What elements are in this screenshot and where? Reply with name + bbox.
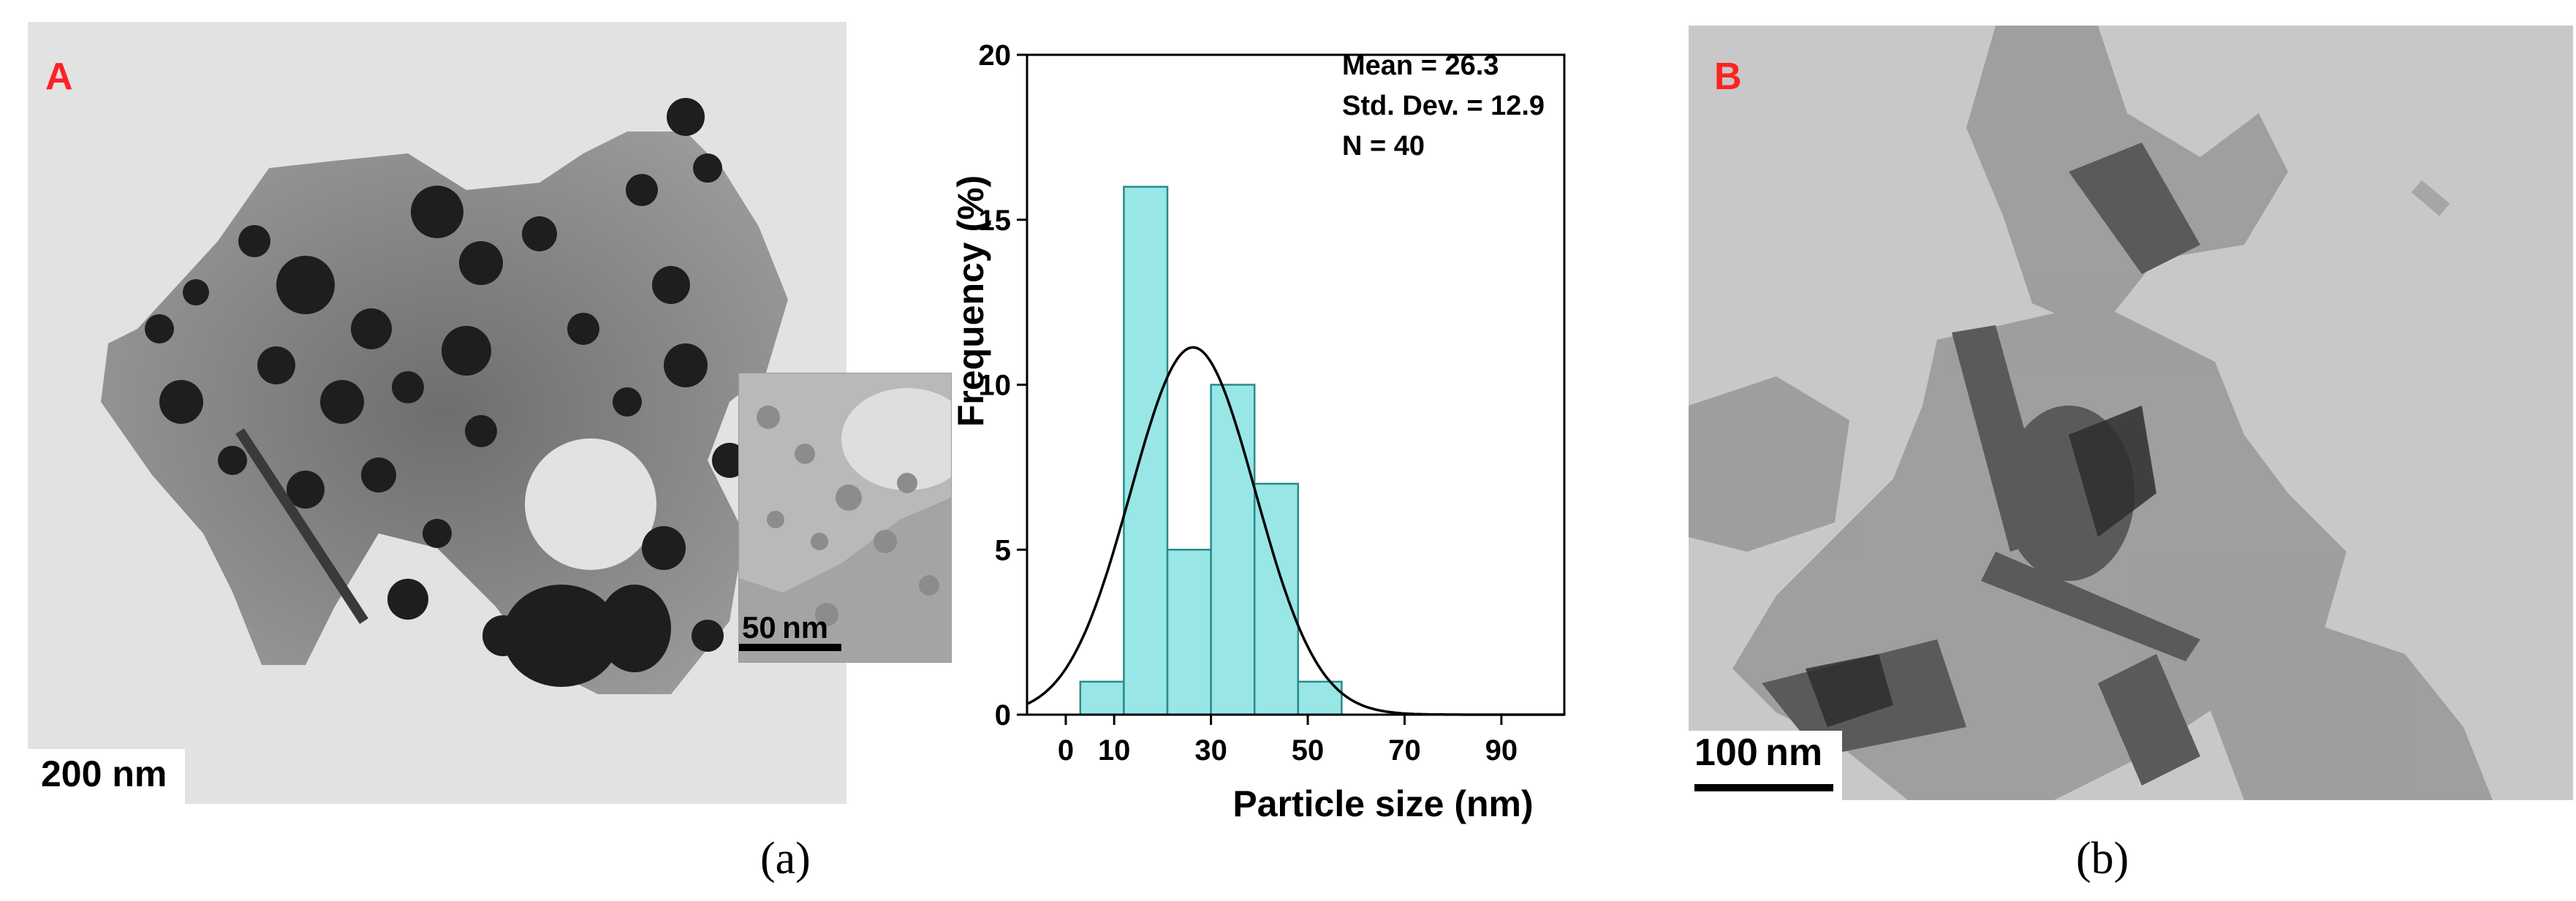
x-tick-label: 30 [1194,734,1227,767]
stats-annotation: Mean = 26.3 [1342,50,1499,81]
y-tick-label: 10 [979,370,1012,402]
x-axis-label: Particle size (nm) [1232,783,1533,824]
panel-label-b: B [1714,56,1742,98]
stats-annotation: N = 40 [1342,131,1425,161]
histogram-bar [1210,384,1256,716]
tem-image-a [28,22,846,804]
scale-bar-label-a: 200 nm [41,753,167,794]
histogram-svg: 0 5 10 15 20 0 10 30 50 70 90 Frequency (%) Partic… [950,39,1566,824]
histogram-chart: 0 5 10 15 20 0 10 30 50 70 90 Frequency (%) Partic… [950,15,1594,833]
caption-b: (b) [2076,834,2129,883]
y-axis-label: Frequency (%) [950,175,991,427]
histogram-bar [1166,549,1212,716]
inset-scale-bar [739,644,841,651]
y-tick-label: 15 [979,205,1012,237]
x-tick-label: 10 [1098,734,1131,767]
panel-label-a: A [45,56,73,98]
nanoparticles [145,98,747,687]
scale-bar-label-b: 100 nm [1694,731,1823,774]
y-tick-label: 20 [979,39,1012,72]
scale-bar-box-a [28,749,185,804]
caption-a: (a) [760,834,811,883]
x-tick-label: 0 [1058,734,1074,767]
inset-scale-bar-label: 50 nm [742,610,829,645]
histogram-bar [1123,186,1169,716]
histogram-bar [1079,680,1125,716]
stats-annotation: Std. Dev. = 12.9 [1342,91,1545,121]
scale-bar-b [1694,784,1833,791]
x-tick-label: 70 [1388,734,1421,767]
x-tick-label: 90 [1485,734,1518,767]
y-tick-label: 5 [995,534,1011,566]
tem-inset-image [738,373,952,663]
tem-image-b [1689,26,2573,800]
y-tick-label: 0 [995,699,1011,731]
x-tick-label: 50 [1292,734,1325,767]
histogram-bar [1253,482,1300,716]
